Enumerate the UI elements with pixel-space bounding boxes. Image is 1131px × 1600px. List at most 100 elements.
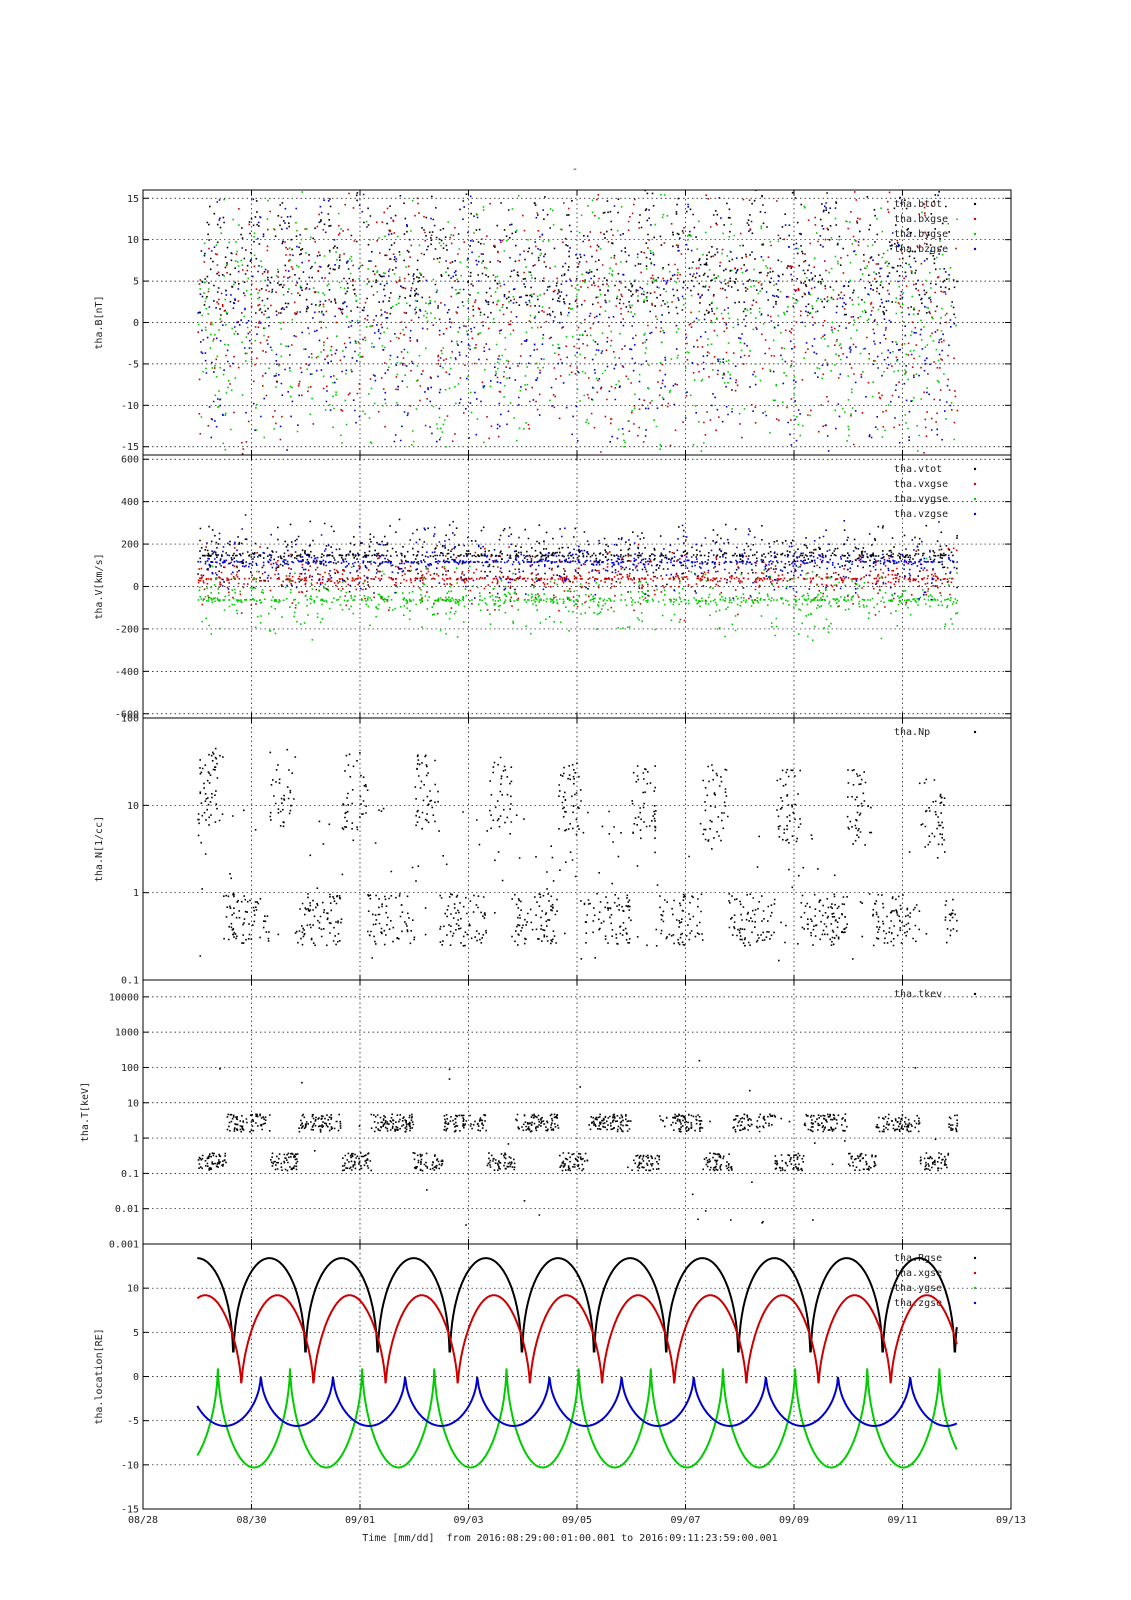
data-marks [197, 1059, 959, 1226]
legend-label: tha.xgse [894, 1268, 942, 1279]
legend-label: tha.vzgse [894, 509, 948, 520]
data-marks [197, 514, 959, 642]
y-tick-label: -10 [121, 401, 139, 412]
legend-label: tha.zgse [894, 1298, 942, 1309]
series-points-vtot [197, 514, 959, 597]
legend-label: tha.Np [894, 727, 930, 738]
y-tick-label: 0.001 [109, 1240, 139, 1251]
legend-marker [973, 217, 977, 221]
y-axis-label: tha.N[1/cc] [94, 816, 105, 882]
legend-label: tha.vygse [894, 494, 948, 505]
y-tick-label: 100 [121, 1063, 139, 1074]
y-tick-label: 1000 [115, 1028, 139, 1039]
x-tick-label: 09/13 [996, 1515, 1026, 1526]
legend-marker [973, 202, 977, 206]
y-tick-label: 0 [133, 582, 139, 593]
panels: -15-10-5051015tha.B[nT]tha.btottha.bxgse… [80, 189, 1026, 1526]
legend-marker [973, 232, 977, 236]
y-tick-label: 600 [121, 455, 139, 466]
legend-marker [973, 247, 977, 251]
legend-label: tha.tkev [894, 989, 942, 1000]
time-range: from 2016:08:29:00:01:00.001 to 2016:09:… [447, 1533, 778, 1544]
legend-marker [973, 482, 977, 486]
y-tick-label: 200 [121, 540, 139, 551]
figure-title: - [572, 164, 578, 175]
y-tick-label: -15 [121, 1505, 139, 1516]
legend-marker [973, 1256, 977, 1260]
legend-marker [973, 467, 977, 471]
y-tick-label: 1 [133, 888, 139, 899]
x-tick-label: 09/01 [345, 1515, 375, 1526]
legend-marker [973, 1301, 977, 1305]
y-tick-label: 0.01 [115, 1204, 139, 1215]
legend-label: tha.bygse [894, 229, 948, 240]
x-tick-label: 09/03 [453, 1515, 483, 1526]
series-line-xgse [196, 1294, 958, 1384]
series-line-zgse [196, 1376, 958, 1427]
legend-marker [973, 992, 977, 996]
legend-label: tha.vtot [894, 464, 942, 475]
y-tick-label: 0.1 [121, 1169, 139, 1180]
y-axis-label: tha.V[km/s] [94, 553, 105, 619]
series-line-Rgse [197, 1257, 958, 1353]
legend-marker [973, 1271, 977, 1275]
legend-marker [973, 497, 977, 501]
y-axis-label: tha.location[RE] [94, 1328, 105, 1424]
series-points-Np [197, 747, 958, 962]
series-line-ygse [196, 1368, 958, 1469]
y-tick-label: 0.1 [121, 976, 139, 987]
x-tick-label: 08/30 [236, 1515, 266, 1526]
data-marks [197, 190, 959, 455]
y-tick-label: 15 [127, 194, 139, 205]
panel-3: 0.1 1 10 100 tha.N[1/cc] tha.Np [94, 714, 1012, 987]
series-points-vxgse [197, 539, 958, 622]
legend-label: tha.bzgse [894, 244, 948, 255]
series-points-tkev [197, 1059, 959, 1226]
panel-4: 0.001 0.01 0.1 1 10 100 1000 10000 tha.T[keV] tha… [80, 979, 1012, 1251]
series-points-bygse [197, 191, 958, 455]
legend-label: tha.vxgse [894, 479, 948, 490]
panel-5: -15-10-50510tha.location[RE]tha.Rgsetha.… [94, 1243, 1026, 1526]
panel-1: -15 -10 -5 0 5 10 15 tha.B[nT] tha.btot tha.bxgse… [94, 189, 1012, 456]
series-points-bxgse [197, 191, 959, 455]
y-tick-label: 5 [133, 1328, 139, 1339]
y-tick-label: -10 [121, 1460, 139, 1471]
x-tick-label: 09/05 [562, 1515, 592, 1526]
y-tick-label: 10000 [109, 992, 139, 1003]
y-tick-label: 5 [133, 277, 139, 288]
y-tick-label: 400 [121, 497, 139, 508]
y-tick-label: -5 [127, 359, 139, 370]
data-marks [196, 1257, 958, 1469]
legend-marker [973, 512, 977, 516]
time-axis-label: Time [mm/dd] [362, 1533, 434, 1544]
y-axis-label: tha.T[keV] [80, 1082, 91, 1142]
y-tick-label: 100 [121, 714, 139, 725]
y-tick-label: 1 [133, 1134, 139, 1145]
y-tick-label: -600 [115, 709, 139, 720]
legend-marker [973, 1286, 977, 1290]
legend-label: tha.btot [894, 199, 942, 210]
x-tick-label: 09/09 [779, 1515, 809, 1526]
y-tick-label: -400 [115, 667, 139, 678]
legend-label: tha.bxgse [894, 214, 948, 225]
x-tick-label: 09/07 [670, 1515, 700, 1526]
series-points-vygse [197, 557, 959, 642]
legend-label: tha.ygse [894, 1283, 942, 1294]
y-tick-label: -5 [127, 1416, 139, 1427]
time-axis-caption: Time [mm/dd] from 2016:08:29:00:01:00.001… [362, 1533, 777, 1544]
y-axis-label: tha.B[nT] [94, 295, 105, 349]
y-tick-label: 10 [127, 1098, 139, 1109]
x-tick-label: 08/28 [128, 1515, 158, 1526]
x-tick-label: 09/11 [887, 1515, 917, 1526]
panel-2: -600 -400 -200 0 200 400 600 tha.V[km/s] tha.vto… [94, 454, 1012, 720]
y-tick-label: 0 [133, 1372, 139, 1383]
y-tick-label: 10 [127, 1284, 139, 1295]
y-tick-label: 0 [133, 318, 139, 329]
data-marks [197, 747, 958, 962]
legend-marker [973, 730, 977, 734]
y-tick-label: -15 [121, 442, 139, 453]
y-tick-label: -200 [115, 624, 139, 635]
y-tick-label: 10 [127, 235, 139, 246]
y-tick-label: 10 [127, 801, 139, 812]
